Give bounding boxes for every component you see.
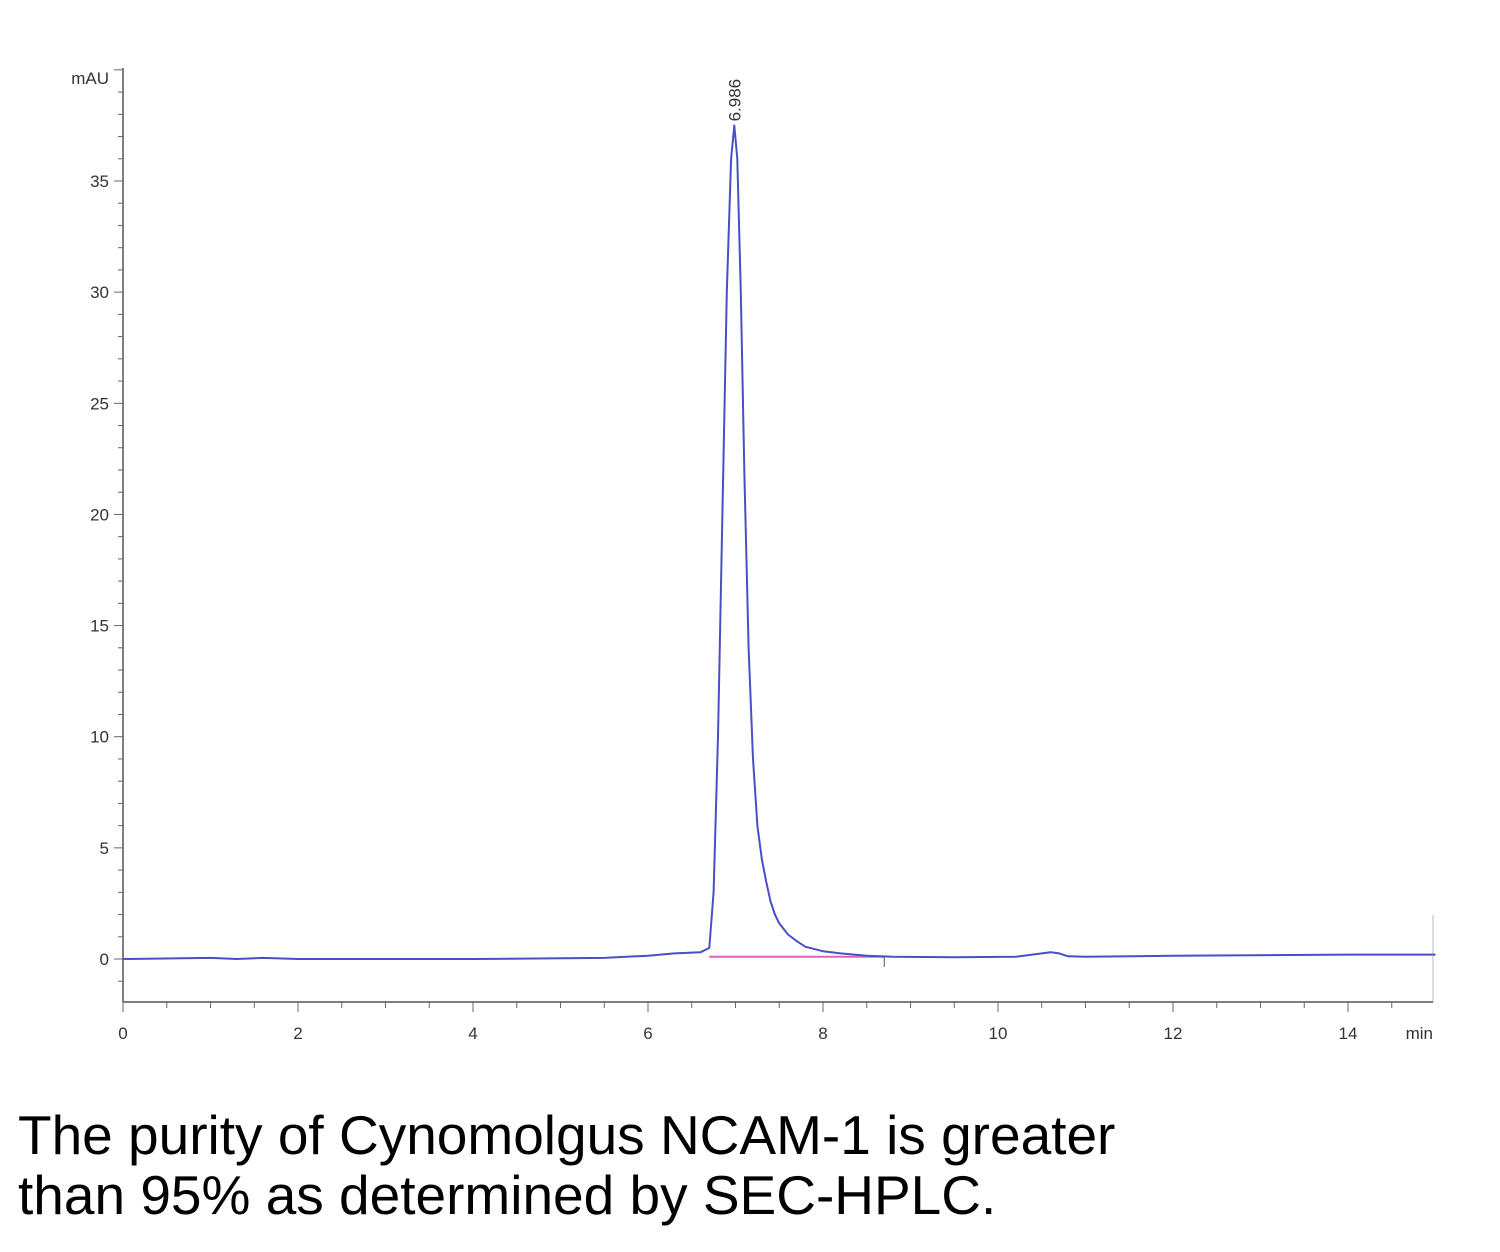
y-unit-label: mAU (71, 69, 109, 88)
chromatogram-trace (122, 124, 1436, 960)
x-tick-label: 12 (1164, 1024, 1183, 1043)
y-tick-label: 15 (90, 617, 109, 636)
peak-retention-label: 6.986 (725, 79, 744, 122)
y-axis: 0 5 10 15 20 25 30 35 mAU (71, 68, 124, 1002)
x-tick-label: 8 (818, 1024, 827, 1043)
x-tick-label: 14 (1339, 1024, 1358, 1043)
series-layer (122, 124, 1436, 967)
y-tick-label: 10 (90, 728, 109, 747)
x-tick-label: 2 (293, 1024, 302, 1043)
caption-line-2: than 95% as determined by SEC-HPLC. (18, 1164, 997, 1226)
x-unit-label: min (1406, 1024, 1433, 1043)
y-tick-label: 0 (100, 950, 109, 969)
caption-line-1: The purity of Cynomolgus NCAM-1 is great… (18, 1104, 1116, 1166)
y-tick-label: 5 (100, 839, 109, 858)
x-tick-label: 10 (989, 1024, 1008, 1043)
x-tick-label: 6 (643, 1024, 652, 1043)
x-axis: 0 2 4 6 8 10 12 14 min (118, 1001, 1433, 1043)
annotation-layer: 6.986 (725, 79, 744, 122)
y-tick-label: 25 (90, 394, 109, 413)
x-tick-label: 4 (468, 1024, 477, 1043)
chromatogram-chart: 0 5 10 15 20 25 30 35 mAU 0 2 4 6 8 10 12 14 min 6.986 (71, 68, 1436, 1043)
x-tick-label: 0 (118, 1024, 127, 1043)
y-tick-label: 20 (90, 505, 109, 524)
y-tick-label: 35 (90, 172, 109, 191)
figure-caption: The purity of Cynomolgus NCAM-1 is great… (18, 1105, 1478, 1225)
y-tick-label: 30 (90, 283, 109, 302)
